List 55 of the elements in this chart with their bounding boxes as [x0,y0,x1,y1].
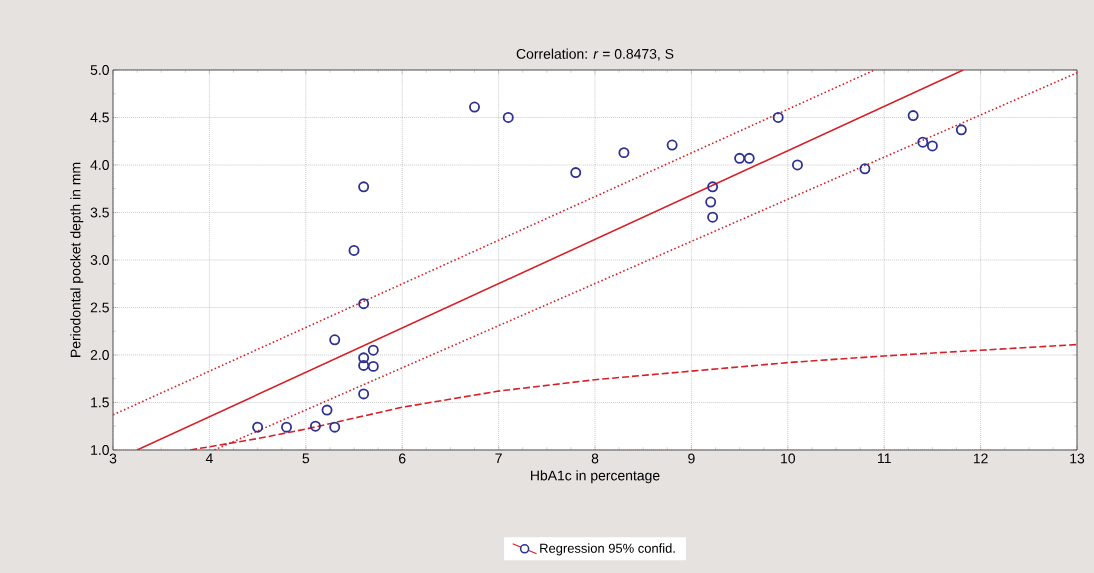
point [955,124,967,136]
y-axis-title: Periodontal pocket depth in mm [70,162,84,357]
point [666,139,678,151]
x-tick-label: 5 [302,453,310,464]
point [618,147,630,159]
point [705,196,717,208]
legend-label: Regression 95% confid. [540,543,675,556]
x-tick-label: 11 [878,453,891,464]
x-axis-title: HbA1c in percentage [531,470,660,484]
y-tick-label: 1.5 [91,397,109,408]
x-tick-label: 3 [109,453,117,464]
point [926,140,938,152]
point [917,136,929,148]
point [734,152,746,164]
x-tick-label: 9 [688,453,695,464]
point [502,112,514,123]
x-tick-label: 7 [495,453,502,464]
y-tick-label: 5.0 [90,65,109,75]
point [772,112,784,123]
point [367,360,379,372]
point [252,421,264,433]
point [358,388,370,400]
point [358,298,370,310]
y-tick-label: 3.0 [90,255,109,265]
x-tick-label: 8 [591,453,599,464]
point [707,211,719,223]
point [570,167,582,179]
point [281,421,293,433]
y-tick-label: 2.0 [90,350,109,360]
y-tick-label: 4.0 [90,160,109,170]
y-tick-label: 1.0 [91,445,109,455]
point [791,159,803,171]
x-tick-label: 4 [205,453,213,464]
y-tick-label: 3.5 [90,207,109,218]
y-tick-label: 4.5 [90,112,109,123]
point [348,245,360,256]
point [707,181,719,193]
x-tick-label: 13 [1070,453,1085,464]
point [907,110,919,122]
chart-title: Correlation: r = 0.8473, S [516,48,674,61]
point [743,152,755,164]
point [358,181,370,193]
point [358,359,370,371]
point [367,344,379,356]
point [469,101,480,113]
point [358,352,370,364]
y-tick-label: 2.5 [90,302,109,313]
x-tick-label: 12 [973,453,988,464]
point [329,421,341,433]
point [309,420,321,432]
x-tick-label: 10 [781,453,796,464]
point [329,334,341,346]
point [321,404,333,416]
x-tick-label: 6 [399,453,406,464]
point [859,163,871,175]
